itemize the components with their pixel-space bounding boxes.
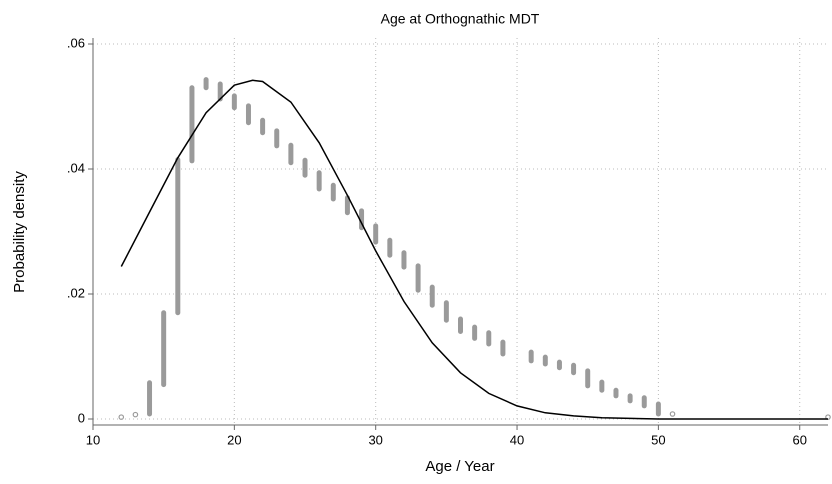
density-point bbox=[118, 414, 125, 420]
x-axis-title: Age / Year bbox=[425, 458, 494, 475]
normal-curve bbox=[120, 79, 828, 420]
y-tick-label: .06 bbox=[67, 35, 85, 50]
x-tick-label: 50 bbox=[651, 432, 665, 447]
x-tick-label: 40 bbox=[510, 432, 524, 447]
y-tick-label: .02 bbox=[67, 285, 85, 300]
y-axis-title: Probability density bbox=[11, 171, 28, 293]
x-tick-label: 60 bbox=[792, 432, 806, 447]
x-tick-label: 10 bbox=[86, 432, 100, 447]
chart-title: Age at Orthognathic MDT bbox=[381, 11, 540, 27]
density-point bbox=[669, 411, 676, 417]
density-point bbox=[132, 411, 139, 418]
x-tick-label: 20 bbox=[227, 432, 241, 447]
y-tick-label: 0 bbox=[78, 410, 85, 425]
y-tick-label: .04 bbox=[67, 160, 85, 175]
x-tick-label: 30 bbox=[368, 432, 382, 447]
